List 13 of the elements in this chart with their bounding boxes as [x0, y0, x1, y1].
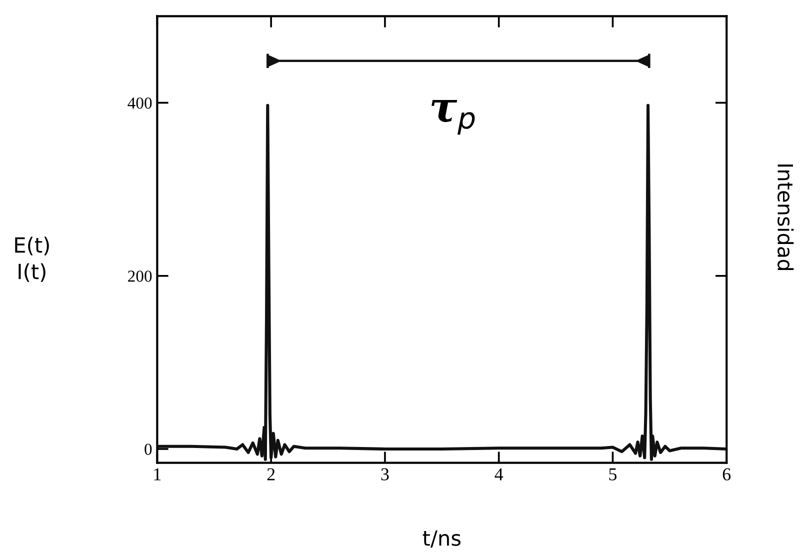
- x-tick-label: 1: [154, 468, 161, 480]
- x-tick-label: 4: [494, 468, 504, 480]
- x-tick-label: 2: [267, 468, 275, 480]
- x-tick-label: 3: [381, 468, 389, 480]
- y-tick-label: 400: [128, 97, 152, 109]
- y2-axis-title: Intensidad: [778, 164, 794, 270]
- x-tick-label: 6: [722, 468, 731, 480]
- annotation: τ$_{p}$: [432, 100, 475, 135]
- y-axis-title: E(t) I(t): [15, 236, 49, 282]
- x-tick-label: 5: [609, 468, 617, 480]
- y-tick-label: 0: [144, 444, 152, 455]
- x-axis-title: t/ns: [422, 530, 461, 548]
- y-tick-label: 200: [128, 270, 152, 282]
